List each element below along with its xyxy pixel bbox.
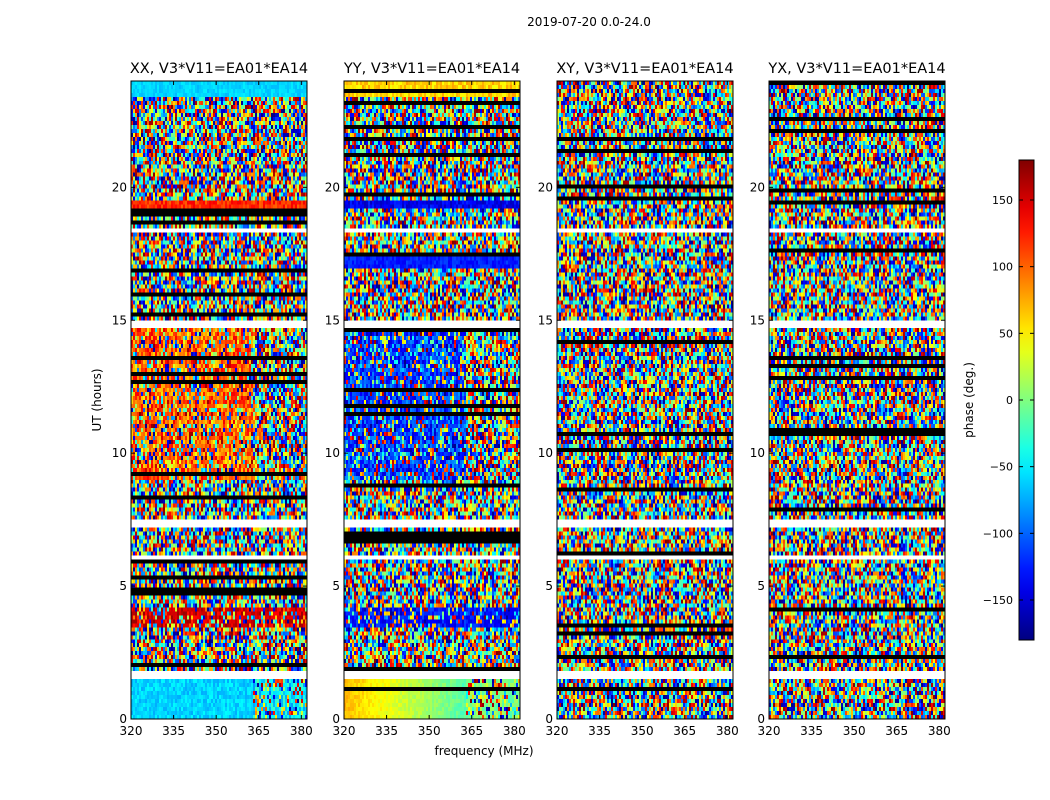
y-tick-label: 5 — [757, 579, 765, 593]
colorbar-tick-label: 100 — [992, 261, 1013, 274]
x-tick-label: 380 — [928, 724, 951, 738]
y-tick-label: 0 — [119, 712, 127, 726]
panel-title: YY, V3*V11=EA01*EA14 — [343, 61, 520, 77]
x-tick-label: 335 — [800, 724, 823, 738]
panel-title: XX, V3*V11=EA01*EA14 — [130, 61, 308, 77]
colorbar-tick-label: 50 — [999, 327, 1013, 340]
y-tick-label: 0 — [545, 712, 553, 726]
y-tick-label: 15 — [112, 313, 127, 327]
panel-0: XX, V3*V11=EA01*EA14 320 335 350 365 380 0 5 10 1… — [112, 61, 313, 738]
x-tick-label: 335 — [375, 724, 398, 738]
panel-frame — [556, 80, 734, 720]
colorbar-tick-label: −50 — [990, 461, 1013, 474]
y-tick-label: 20 — [538, 180, 553, 194]
panel-frame — [768, 80, 946, 720]
y-axis-label: UT (hours) — [90, 368, 104, 431]
x-tick-label: 380 — [290, 724, 313, 738]
panel-3: YX, V3*V11=EA01*EA14 320 335 350 365 380 0 5 10 1… — [750, 61, 951, 738]
x-tick-label: 320 — [546, 724, 569, 738]
x-tick-label: 350 — [418, 724, 441, 738]
y-tick-label: 5 — [119, 579, 127, 593]
colorbar: 150 100 50 0 −50 −100 −150 — [983, 159, 1035, 641]
y-tick-label: 20 — [750, 180, 765, 194]
panels: XX, V3*V11=EA01*EA14 320 335 350 365 380 0 5 10 1… — [112, 61, 951, 738]
x-tick-label: 320 — [120, 724, 143, 738]
panel-frame — [130, 80, 308, 720]
colorbar-tick-label: −100 — [983, 527, 1013, 540]
phase-raster-0 — [131, 81, 307, 719]
panel-title: YX, V3*V11=EA01*EA14 — [767, 61, 945, 77]
panel-frame — [343, 80, 521, 720]
y-tick-label: 20 — [325, 180, 340, 194]
phase-raster-1 — [344, 81, 520, 719]
phase-raster-3 — [769, 81, 945, 719]
x-tick-label: 350 — [843, 724, 866, 738]
panel-title: XY, V3*V11=EA01*EA14 — [556, 61, 733, 77]
phase-raster-2 — [557, 81, 733, 719]
x-axis-label: frequency (MHz) — [434, 744, 533, 758]
y-tick-label: 15 — [750, 313, 765, 327]
panel-1: YY, V3*V11=EA01*EA14 320 335 350 365 380 0 5 10 1… — [325, 61, 526, 738]
colorbar-tick-label: 150 — [992, 194, 1013, 207]
y-tick-label: 15 — [325, 313, 340, 327]
y-tick-label: 15 — [538, 313, 553, 327]
panel-2: XY, V3*V11=EA01*EA14 320 335 350 365 380 0 5 10 1… — [538, 61, 739, 738]
y-tick-label: 5 — [545, 579, 553, 593]
y-tick-label: 10 — [538, 446, 553, 460]
y-tick-label: 5 — [332, 579, 340, 593]
x-tick-label: 320 — [333, 724, 356, 738]
colorbar-tick-label: 0 — [1006, 394, 1013, 407]
x-tick-label: 365 — [247, 724, 270, 738]
y-tick-label: 20 — [112, 180, 127, 194]
x-tick-label: 335 — [588, 724, 611, 738]
x-tick-label: 350 — [631, 724, 654, 738]
x-tick-label: 365 — [673, 724, 696, 738]
x-tick-label: 365 — [460, 724, 483, 738]
y-tick-label: 10 — [750, 446, 765, 460]
x-tick-label: 365 — [885, 724, 908, 738]
y-tick-label: 10 — [112, 446, 127, 460]
figure-title: 2019-07-20 0.0-24.0 — [527, 15, 651, 29]
x-tick-label: 380 — [503, 724, 526, 738]
y-tick-label: 0 — [332, 712, 340, 726]
colorbar-label: phase (deg.) — [962, 362, 976, 438]
x-tick-label: 320 — [758, 724, 781, 738]
x-tick-label: 350 — [205, 724, 228, 738]
y-tick-label: 0 — [757, 712, 765, 726]
x-tick-label: 380 — [716, 724, 739, 738]
colorbar-tick-label: −150 — [983, 594, 1013, 607]
x-tick-label: 335 — [162, 724, 185, 738]
y-tick-label: 10 — [325, 446, 340, 460]
